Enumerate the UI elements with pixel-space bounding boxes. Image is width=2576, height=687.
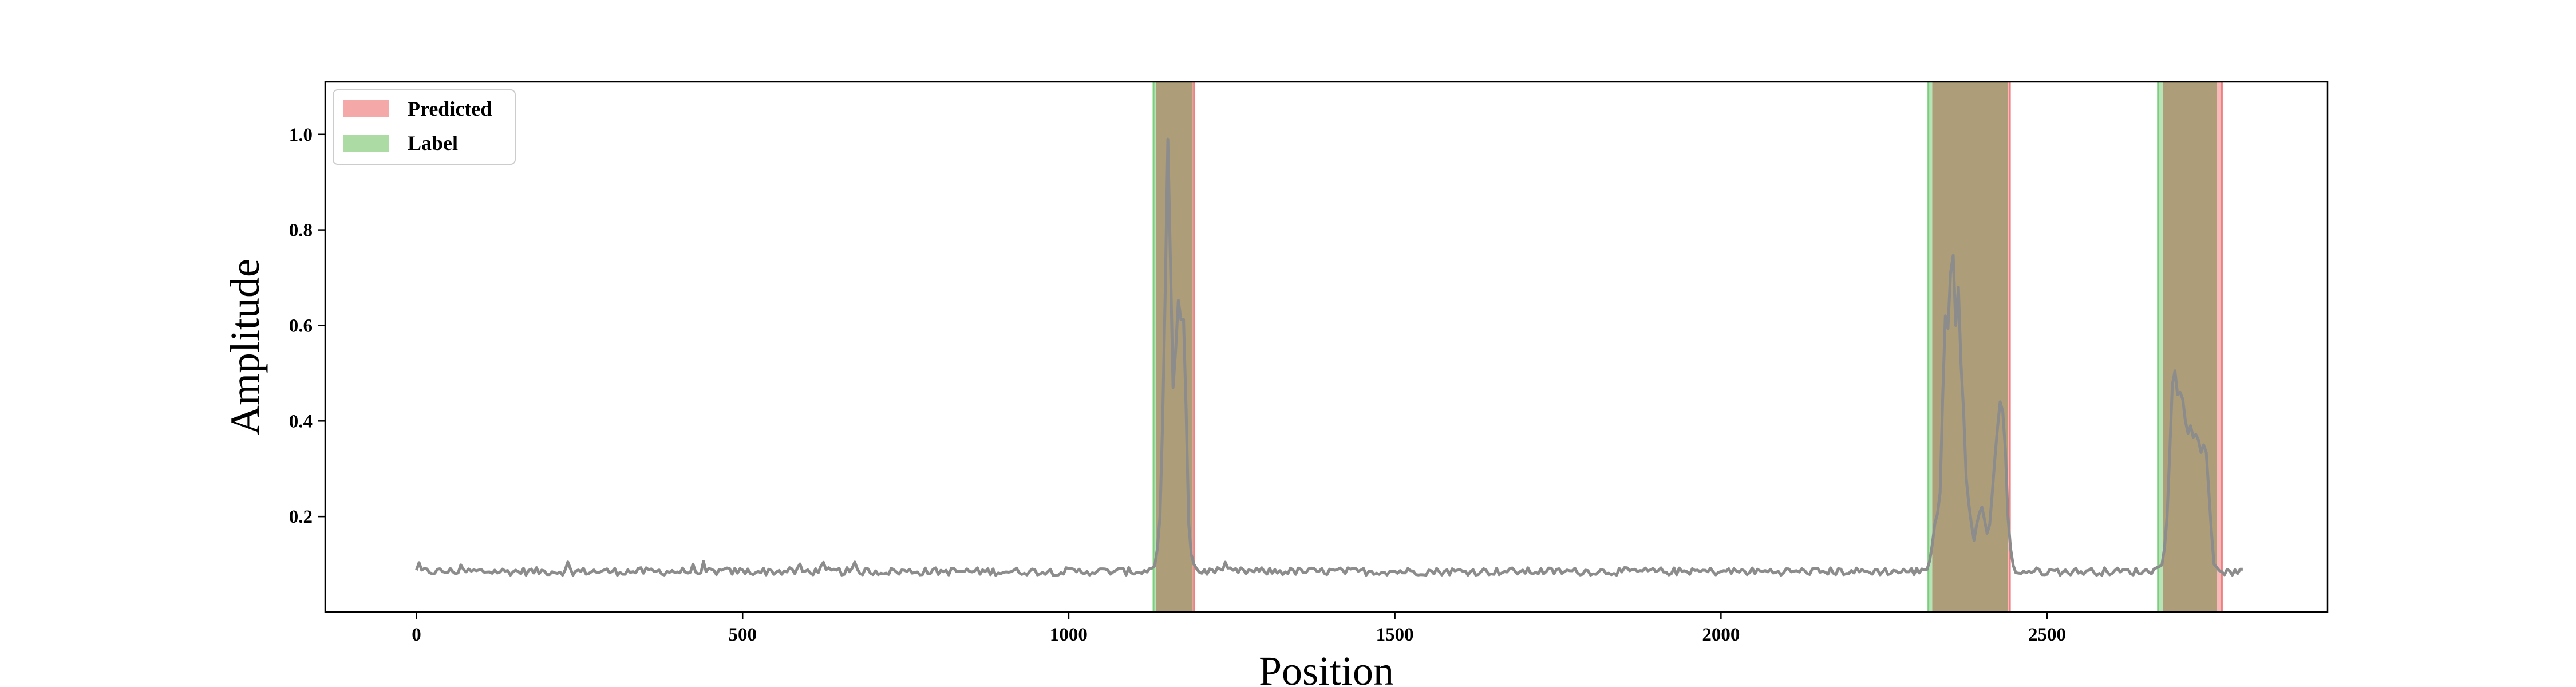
x-tick-label: 2000 — [1702, 625, 1740, 645]
legend-swatch — [343, 135, 389, 152]
plot-frame — [324, 81, 2329, 613]
x-tick-label: 2500 — [2028, 625, 2066, 645]
y-tick-label: 0.2 — [289, 507, 313, 527]
x-tick-label: 0 — [412, 625, 421, 645]
y-axis-title: Amplitude — [222, 259, 268, 435]
x-axis: 0 500 1000 1500 2000 2500 — [412, 612, 2066, 645]
y-tick-label: 0.8 — [289, 220, 313, 241]
legend-label: Predicted — [408, 97, 492, 120]
overlap-region — [2163, 82, 2217, 612]
x-tick-label: 1000 — [1050, 625, 1088, 645]
legend: Predicted Label — [333, 89, 516, 165]
legend-label: Label — [408, 132, 458, 155]
x-tick-label: 500 — [728, 625, 757, 645]
y-tick-label: 0.6 — [289, 315, 313, 336]
y-tick-label: 0.4 — [289, 411, 313, 432]
signal-layer — [415, 137, 2243, 577]
x-axis-title: Position — [1259, 648, 1394, 687]
signal-line — [415, 137, 2243, 577]
y-axis: 0.2 0.4 0.6 0.8 1.0 — [289, 125, 325, 527]
y-tick-label: 1.0 — [289, 125, 313, 145]
legend-swatch — [343, 100, 389, 117]
x-tick-label: 1500 — [1376, 625, 1414, 645]
highlight-regions — [1152, 82, 2223, 612]
overlap-region — [1156, 82, 1193, 612]
